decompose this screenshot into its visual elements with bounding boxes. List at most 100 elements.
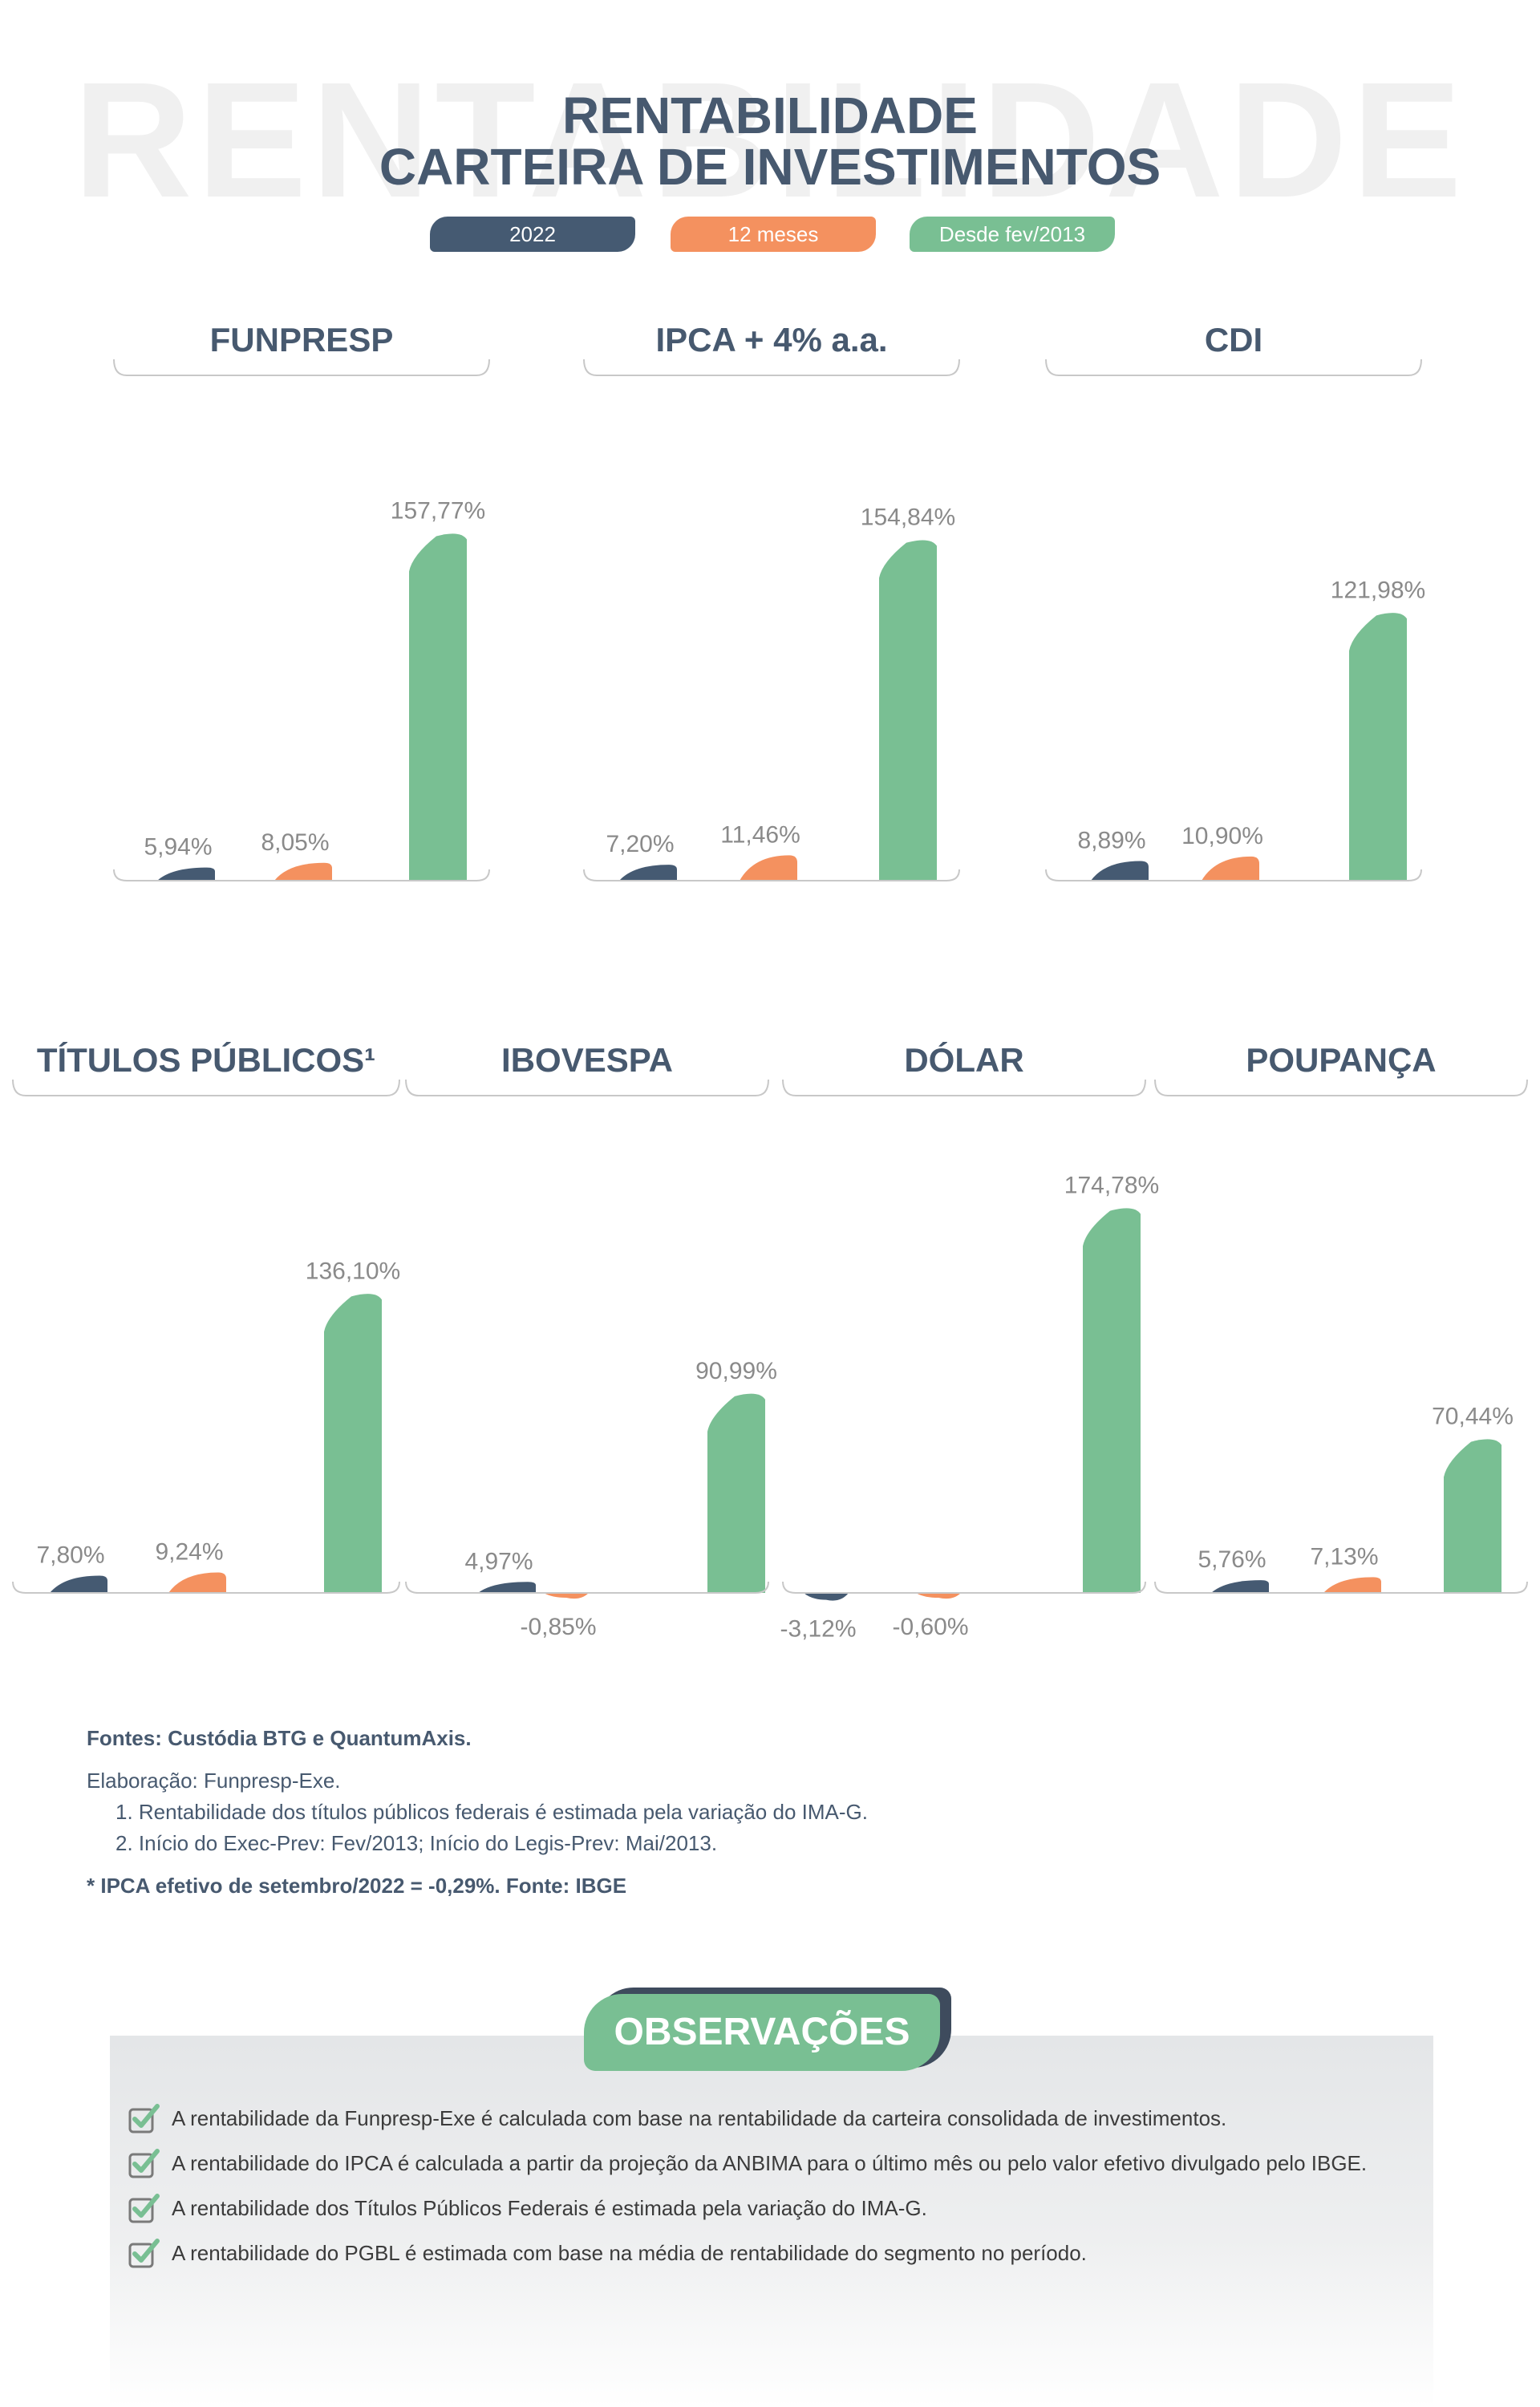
bar-12-meses <box>1202 856 1259 881</box>
bar-12-meses <box>916 1593 961 1599</box>
chart-baseline <box>405 1581 769 1594</box>
bar-12-meses <box>274 862 332 881</box>
page-title-line2: CARTEIRA DE INVESTIMENTOS <box>379 138 1161 196</box>
bar-desde-fev-2013 <box>707 1393 765 1593</box>
chart-title: POUPANÇA <box>1246 1041 1436 1079</box>
bar-desde-fev-2013 <box>1444 1439 1502 1593</box>
bar-desde-fev-2013 <box>324 1294 382 1593</box>
sources-line: Fontes: Custódia BTG e QuantumAxis. <box>87 1723 1450 1754</box>
chart-ibovespa: IBOVESPA 4,97% -0,85% 90,99% <box>405 1041 777 1640</box>
bar-2022 <box>804 1593 849 1601</box>
page-title-line1: RENTABILIDADE <box>562 87 978 144</box>
data-label-desde-fev-2013: 90,99% <box>695 1358 777 1384</box>
bar-12-meses <box>1323 1577 1381 1593</box>
chart-title-underline <box>1045 359 1422 376</box>
observation-text: A rentabilidade do PGBL é estimada com b… <box>172 2241 1087 2265</box>
data-label-2022: 4,97% <box>464 1548 533 1574</box>
data-label-desde-fev-2013: 121,98% <box>1331 577 1425 603</box>
bar-12-meses <box>168 1572 226 1593</box>
bar-2022 <box>478 1582 536 1593</box>
chart-poupanca: POUPANÇA 5,76% 7,13% 70,44% <box>1154 1041 1528 1594</box>
bar-2022 <box>1211 1580 1269 1593</box>
data-label-2022: 7,80% <box>36 1542 104 1568</box>
bar-2022 <box>1091 861 1149 881</box>
sources-text: Custódia BTG e QuantumAxis. <box>161 1726 472 1750</box>
bar-2022 <box>157 867 215 881</box>
observation-text: A rentabilidade dos Títulos Públicos Fed… <box>172 2196 927 2220</box>
chart-baseline <box>782 1581 1146 1594</box>
bar-desde-fev-2013 <box>879 540 937 881</box>
chart-title: IPCA + 4% a.a. <box>655 321 887 359</box>
footnote-2: 2. Início do Exec-Prev: Fev/2013; Início… <box>116 1831 718 1855</box>
footnote-1: 1. Rentabilidade dos títulos públicos fe… <box>116 1800 868 1824</box>
bar-2022 <box>50 1575 107 1593</box>
data-label-2022: 5,94% <box>144 834 212 861</box>
chart-baseline <box>1045 869 1422 881</box>
legend-chip-12-meses: 12 meses <box>671 217 876 252</box>
legend-chip-2022: 2022 <box>430 217 635 252</box>
chart-title: TÍTULOS PÚBLICOS¹ <box>37 1040 375 1079</box>
observation-item: A rentabilidade dos Títulos Públicos Fed… <box>128 2193 1412 2238</box>
data-label-2022: 5,76% <box>1198 1546 1266 1573</box>
header: RENTABILIDADE RENTABILIDADE CARTEIRA DE … <box>0 0 1540 273</box>
chart-dolar: DÓLAR -3,12% -0,60% 174,78% <box>780 1040 1159 1643</box>
data-label-12-meses: -0,60% <box>892 1614 968 1640</box>
data-label-desde-fev-2013: 154,84% <box>861 504 955 531</box>
chart-title: CDI <box>1205 321 1262 359</box>
data-label-desde-fev-2013: 136,10% <box>306 1258 400 1284</box>
chart-baseline <box>12 1581 400 1594</box>
data-label-12-meses: 11,46% <box>720 821 800 848</box>
chart-funpresp: FUNPRESP 5,94% 8,05% 157,77% <box>113 321 490 881</box>
watermark-text: RENTABILIDADE <box>73 48 1467 232</box>
data-label-desde-fev-2013: 70,44% <box>1432 1404 1514 1430</box>
checkbox-check-icon <box>128 2194 160 2223</box>
data-label-12-meses: 10,90% <box>1181 823 1263 849</box>
checkbox-check-icon <box>128 2149 160 2178</box>
chart-ipca-4-a-a: IPCA + 4% a.a. 7,20% 11,46% 154,84% <box>583 321 960 881</box>
bar-12-meses <box>740 855 797 881</box>
bar-12-meses <box>544 1593 589 1599</box>
data-label-2022: 7,20% <box>606 831 674 857</box>
data-label-12-meses: 9,24% <box>155 1538 223 1565</box>
chart-baseline <box>583 869 960 881</box>
chart-title: IBOVESPA <box>501 1041 673 1079</box>
observation-text: A rentabilidade da Funpresp-Exe é calcul… <box>172 2106 1227 2130</box>
data-label-2022: -3,12% <box>780 1616 856 1643</box>
chart-title-underline <box>12 1079 400 1096</box>
charts-area: FUNPRESP 5,94% 8,05% 157,77% IPCA + 4% a.a. 7… <box>12 321 1528 1643</box>
legend: 2022 12 meses Desde fev/2013 <box>0 0 1540 273</box>
ipca-note: * IPCA efetivo de setembro/2022 = -0,29%… <box>87 1874 627 1898</box>
observations-panel <box>110 2036 1433 2407</box>
chart-baseline <box>1154 1581 1528 1594</box>
data-label-desde-fev-2013: 174,78% <box>1064 1173 1159 1199</box>
observation-text: A rentabilidade do IPCA é calculada a pa… <box>172 2151 1368 2175</box>
chart-title: FUNPRESP <box>210 321 394 359</box>
checkbox-check-icon <box>128 2239 160 2268</box>
chart-title-underline <box>113 359 490 376</box>
chart-title-underline <box>782 1079 1146 1096</box>
elaboration-line: Elaboração: Funpresp-Exe. <box>87 1769 341 1793</box>
observation-item: A rentabilidade do IPCA é calculada a pa… <box>128 2148 1412 2193</box>
chart-title-underline <box>405 1079 769 1096</box>
data-label-2022: 8,89% <box>1077 827 1145 853</box>
data-label-desde-fev-2013: 157,77% <box>391 498 485 525</box>
chart-title: DÓLAR <box>904 1040 1023 1079</box>
data-label-12-meses: 7,13% <box>1310 1543 1378 1570</box>
observations-title: OBSERVAÇÕES <box>584 1994 940 2071</box>
chart-cdi: CDI 8,89% 10,90% 121,98% <box>1045 321 1425 881</box>
observation-item: A rentabilidade do PGBL é estimada com b… <box>128 2238 1412 2283</box>
data-label-12-meses: 8,05% <box>261 829 329 856</box>
chart-title-underline <box>583 359 960 376</box>
bar-desde-fev-2013 <box>1083 1208 1141 1593</box>
chart-titulos-publicos: TÍTULOS PÚBLICOS¹ 7,80% 9,24% 136,10% <box>12 1040 400 1594</box>
legend-chip-desde-fev-2013: Desde fev/2013 <box>910 217 1115 252</box>
chart-baseline <box>113 869 490 881</box>
chart-title-underline <box>1154 1079 1528 1096</box>
bar-desde-fev-2013 <box>1349 613 1407 881</box>
observations-list: A rentabilidade da Funpresp-Exe é calcul… <box>128 2103 1412 2283</box>
checkbox-check-icon <box>128 2104 160 2133</box>
sources-label: Fontes: <box>87 1726 162 1750</box>
bar-desde-fev-2013 <box>409 533 467 881</box>
sources-notes: Fontes: Custódia BTG e QuantumAxis. Elab… <box>87 1723 1450 1902</box>
data-label-12-meses: -0,85% <box>520 1614 596 1640</box>
